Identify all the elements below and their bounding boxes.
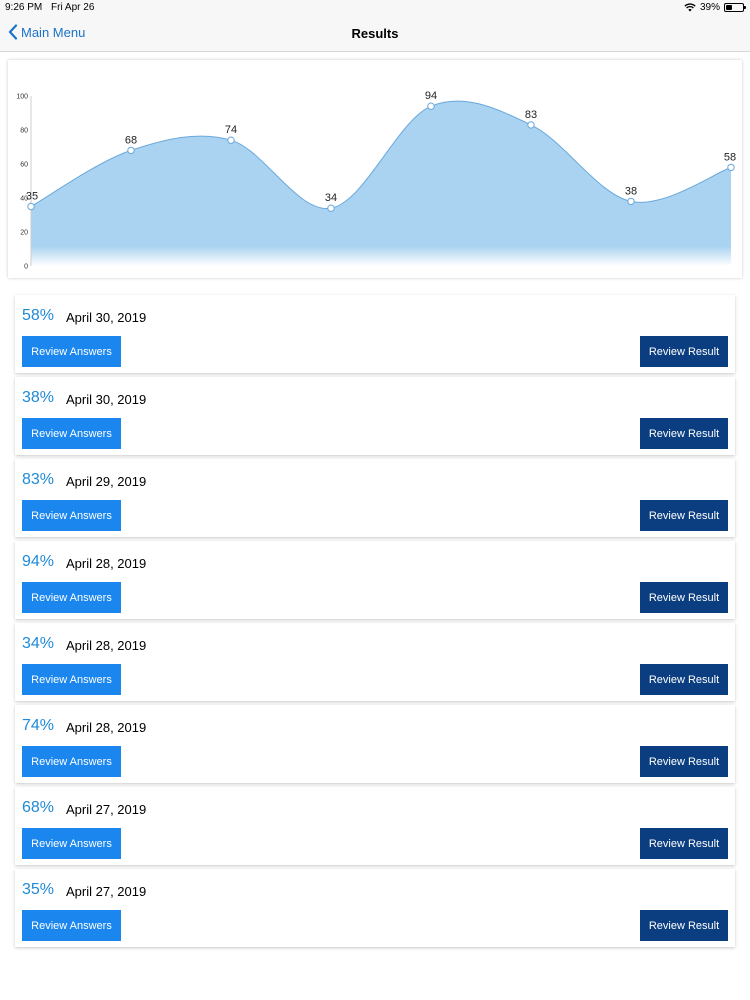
- result-card: 35% April 27, 2019 Review Answers Review Re…: [15, 869, 735, 947]
- y-tick-label: 40: [20, 196, 28, 203]
- result-card: 34% April 28, 2019 Review Answers Review Re…: [15, 623, 735, 701]
- data-label: 94: [425, 90, 437, 102]
- review-result-button[interactable]: Review Result: [640, 336, 728, 367]
- result-card: 83% April 29, 2019 Review Answers Review Re…: [15, 459, 735, 537]
- review-answers-button[interactable]: Review Answers: [22, 746, 121, 777]
- data-label: 35: [26, 191, 38, 203]
- data-label: 34: [325, 192, 337, 204]
- data-point: [127, 146, 135, 155]
- review-result-button[interactable]: Review Result: [640, 828, 728, 859]
- data-point: [527, 121, 535, 129]
- review-result-button[interactable]: Review Result: [640, 910, 728, 941]
- nav-bar: Main Menu Results: [0, 16, 750, 52]
- review-answers-button[interactable]: Review Answers: [22, 828, 121, 859]
- result-card: 74% April 28, 2019 Review Answers Review Re…: [15, 705, 735, 783]
- result-date: April 28, 2019: [66, 556, 147, 571]
- data-label: 74: [225, 124, 237, 136]
- data-label: 83: [525, 109, 537, 121]
- chart-line: [30, 100, 732, 209]
- result-score: 68%: [22, 799, 55, 816]
- review-result-button[interactable]: Review Result: [640, 664, 728, 695]
- review-answers-button[interactable]: Review Answers: [22, 664, 121, 695]
- battery-icon: [724, 3, 746, 12]
- review-result-button[interactable]: Review Result: [640, 500, 728, 531]
- result-date: April 28, 2019: [66, 720, 147, 735]
- result-date: April 27, 2019: [66, 884, 147, 899]
- result-date: April 28, 2019: [66, 638, 147, 653]
- review-answers-button[interactable]: Review Answers: [22, 336, 121, 367]
- result-score: 74%: [22, 717, 55, 734]
- data-point: [227, 136, 235, 144]
- result-card: 58% April 30, 2019 Review Answers Review Re…: [15, 295, 735, 373]
- results-chart-card: 0 20 40 60 80 100 35 68 74 34 94 83 38 58: [8, 60, 742, 278]
- result-card: 68% April 27, 2019 Review Answers Review Re…: [15, 787, 735, 865]
- review-answers-button[interactable]: Review Answers: [22, 500, 121, 531]
- results-area-chart: 0 20 40 60 80 100 35 68 74 34 94 83 38 58: [16, 90, 736, 271]
- data-point: [27, 202, 35, 211]
- chart-area: [31, 101, 731, 267]
- wifi-icon: [684, 3, 696, 12]
- back-label: Main Menu: [21, 24, 86, 40]
- status-time: 9:26 PM: [5, 2, 43, 13]
- review-result-button[interactable]: Review Result: [640, 582, 728, 613]
- result-score: 94%: [22, 553, 55, 570]
- y-tick-label: 0: [24, 264, 28, 271]
- data-point: [727, 163, 735, 172]
- review-result-button[interactable]: Review Result: [640, 418, 728, 449]
- data-point: [427, 102, 435, 110]
- chevron-left-icon: [8, 24, 18, 40]
- result-card: 94% April 28, 2019 Review Answers Review Re…: [15, 541, 735, 619]
- y-tick-label: 80: [20, 128, 28, 135]
- data-label: 68: [125, 134, 137, 146]
- y-tick-label: 100: [16, 94, 28, 101]
- battery-percent: 39%: [699, 2, 720, 13]
- review-answers-button[interactable]: Review Answers: [22, 418, 121, 449]
- data-point: [627, 197, 635, 206]
- result-date: April 30, 2019: [66, 310, 147, 325]
- result-date: April 29, 2019: [66, 474, 147, 489]
- data-label: 58: [724, 151, 736, 163]
- result-score: 35%: [22, 881, 55, 898]
- result-score: 38%: [22, 389, 55, 406]
- review-answers-button[interactable]: Review Answers: [22, 910, 121, 941]
- data-label: 38: [625, 185, 637, 197]
- back-button[interactable]: Main Menu: [8, 24, 85, 40]
- review-answers-button[interactable]: Review Answers: [22, 582, 121, 613]
- y-tick-label: 20: [20, 230, 28, 237]
- review-result-button[interactable]: Review Result: [640, 746, 728, 777]
- status-date: Fri Apr 26: [51, 2, 95, 13]
- result-score: 58%: [22, 307, 55, 324]
- page-title: Results: [351, 26, 399, 41]
- result-card: 38% April 30, 2019 Review Answers Review Re…: [15, 377, 735, 455]
- result-date: April 30, 2019: [66, 392, 147, 407]
- result-score: 83%: [22, 471, 55, 488]
- result-score: 34%: [22, 635, 55, 652]
- result-date: April 27, 2019: [66, 802, 147, 817]
- data-point: [327, 204, 335, 212]
- status-bar: 9:26 PM Fri Apr 26 39%: [0, 0, 750, 16]
- y-tick-label: 60: [20, 162, 28, 169]
